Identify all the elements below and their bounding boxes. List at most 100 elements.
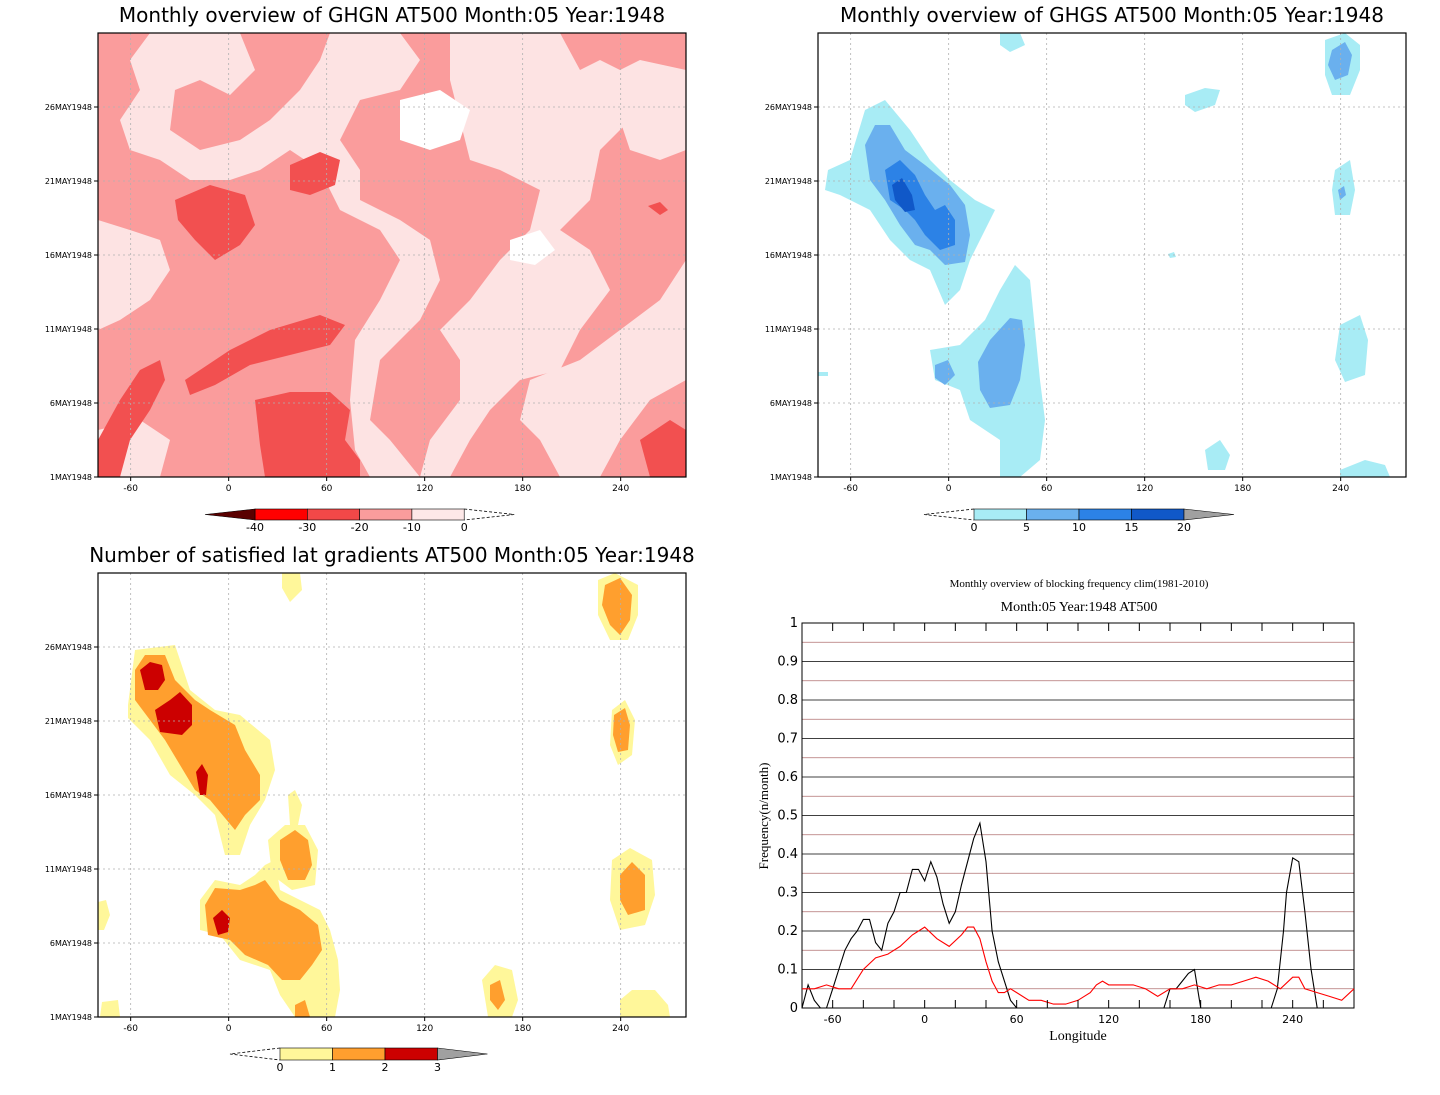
ghgn-field <box>98 33 686 477</box>
y-tick-label: 16MAY1948 <box>45 251 92 260</box>
ghgn-dark-region <box>640 420 686 477</box>
colorbar-arrow-left <box>204 508 256 521</box>
x-tick-label: 240 <box>612 484 629 494</box>
panel-lat-gradients: Number of satisfied lat gradients AT500 … <box>0 540 720 1091</box>
ghgn-light-region <box>120 33 440 477</box>
latgrad-field <box>98 573 686 1017</box>
ghgs-level-2 <box>1328 42 1352 80</box>
y-tick-label: 11MAY1948 <box>765 325 812 334</box>
freq-svg: Monthly overview of blocking frequency c… <box>756 578 1355 1044</box>
colorbar-swatch <box>332 1047 386 1061</box>
latgrad-level-1 <box>620 990 670 1017</box>
x-tick-label: 0 <box>921 1013 928 1026</box>
panel-blocking-frequency: Monthly overview of blocking frequency c… <box>720 560 1440 1091</box>
y-tick-label: 26MAY1948 <box>765 103 812 112</box>
x-tick-label: 240 <box>612 1024 629 1034</box>
y-tick-label: 0.1 <box>777 963 798 978</box>
y-tick-label: 0.3 <box>777 886 798 901</box>
colorbar-arrow-right <box>1183 508 1235 521</box>
ghgs-level-1 <box>1335 315 1368 382</box>
ghgn-x-ticks: -60 0 60 120 180 240 <box>123 477 630 494</box>
x-tick-label: 240 <box>1282 1013 1303 1026</box>
colorbar-label: 15 <box>1125 521 1139 534</box>
ghgs-y-ticks: 1MAY1948 6MAY1948 11MAY1948 16MAY1948 21MAY1… <box>765 103 818 482</box>
x-tick-label: 60 <box>1041 484 1053 494</box>
y-tick-label: 0.9 <box>777 655 798 670</box>
colorbar-swatch <box>384 1047 438 1061</box>
freq-xlabel: Longitude <box>1049 1029 1107 1044</box>
x-tick-label: 0 <box>226 484 232 494</box>
colorbar-arrow-left <box>923 508 975 521</box>
colorbar-swatch <box>306 508 360 521</box>
y-tick-label: 26MAY1948 <box>45 103 92 112</box>
y-tick-label: 26MAY1948 <box>45 643 92 652</box>
y-tick-label: 6MAY1948 <box>50 939 92 948</box>
colorbar-label: 0 <box>277 1061 284 1074</box>
latgrad-y-ticks: 1MAY1948 6MAY1948 11MAY1948 16MAY1948 21MAY1… <box>45 643 98 1022</box>
colorbar-swatch <box>359 508 413 521</box>
ghgn-dark-region <box>175 185 255 260</box>
y-tick-label: 6MAY1948 <box>770 399 812 408</box>
colorbar-label: 1 <box>329 1061 336 1074</box>
ghgn-light-region <box>98 220 170 330</box>
freq-title: Monthly overview of blocking frequency c… <box>950 578 1209 590</box>
y-tick-label: 0.8 <box>777 693 798 708</box>
y-tick-label: 0.6 <box>777 770 798 785</box>
latgrad-level-2 <box>620 862 645 915</box>
y-tick-label: 11MAY1948 <box>45 325 92 334</box>
x-tick-label: 180 <box>514 484 531 494</box>
y-tick-label: 21MAY1948 <box>45 717 92 726</box>
latgrad-svg: Number of satisfied lat gradients AT500 … <box>45 543 695 1074</box>
ghgn-y-ticks: 1MAY1948 6MAY1948 11MAY1948 16MAY1948 21MAY1… <box>45 103 98 482</box>
colorbar-swatch <box>1026 508 1080 521</box>
ghgn-colorbar: -40 -30 -20 -10 0 <box>204 508 515 534</box>
x-tick-label: 120 <box>416 1024 433 1034</box>
x-tick-label: 60 <box>1010 1013 1024 1026</box>
y-tick-label: 21MAY1948 <box>765 177 812 186</box>
ghgn-light-region <box>520 260 686 477</box>
ghgn-title: Monthly overview of GHGN AT500 Month:05 … <box>119 3 665 27</box>
colorbar-swatch <box>411 508 465 521</box>
ghgn-light-region <box>600 60 686 160</box>
x-tick-label: -60 <box>123 484 138 494</box>
y-tick-label: 11MAY1948 <box>45 865 92 874</box>
freq-y-ticks: 0 0.1 0.2 0.3 0.4 0.5 0.6 0.7 0.8 0.9 1 <box>777 616 798 1016</box>
x-tick-label: -60 <box>123 1024 138 1034</box>
ghgs-level-1 <box>818 372 828 376</box>
y-tick-label: 0.4 <box>777 847 798 862</box>
colorbar-swatch <box>1078 508 1132 521</box>
colorbar-label: 20 <box>1177 521 1191 534</box>
ghgs-colorbar: 0 5 10 15 20 <box>923 508 1235 534</box>
freq-x-ticks: -60 0 60 120 180 240 <box>824 623 1355 1026</box>
colorbar-label: 2 <box>382 1061 389 1074</box>
y-tick-label: 0.5 <box>777 809 798 824</box>
latgrad-level-1 <box>98 900 110 930</box>
x-tick-label: 0 <box>946 484 952 494</box>
latgrad-level-2 <box>280 830 312 880</box>
y-tick-label: 1MAY1948 <box>50 473 92 482</box>
panel-ghgn: Monthly overview of GHGN AT500 Month:05 … <box>0 0 720 545</box>
x-tick-label: 60 <box>321 484 333 494</box>
ghgs-level-1 <box>1168 252 1176 258</box>
freq-series <box>801 821 1355 1009</box>
ghgs-level-2 <box>978 318 1025 408</box>
ghgs-level-1 <box>1000 33 1025 52</box>
freq-gridlines <box>802 661 1354 970</box>
ghgs-title: Monthly overview of GHGS AT500 Month:05 … <box>840 3 1384 27</box>
series-line-black <box>801 821 1354 1009</box>
ghgn-gridlines <box>98 33 686 477</box>
latgrad-level-1 <box>288 790 302 825</box>
freq-ref-lines <box>802 641 1354 990</box>
y-tick-label: 16MAY1948 <box>765 251 812 260</box>
latgrad-level-2 <box>135 655 260 830</box>
ghgn-dark-region <box>185 315 345 395</box>
colorbar-arrow-left <box>229 1047 281 1061</box>
ghgs-level-1 <box>1185 88 1220 112</box>
ghgs-field <box>818 33 1406 477</box>
latgrad-level-2 <box>602 578 632 635</box>
ghgn-white-region <box>400 90 470 150</box>
latgrad-x-ticks: -60 0 60 120 180 240 <box>123 1017 630 1034</box>
ghgs-gridlines <box>818 33 1406 477</box>
y-tick-label: 1MAY1948 <box>50 1013 92 1022</box>
ghgs-level-2 <box>1338 186 1346 200</box>
